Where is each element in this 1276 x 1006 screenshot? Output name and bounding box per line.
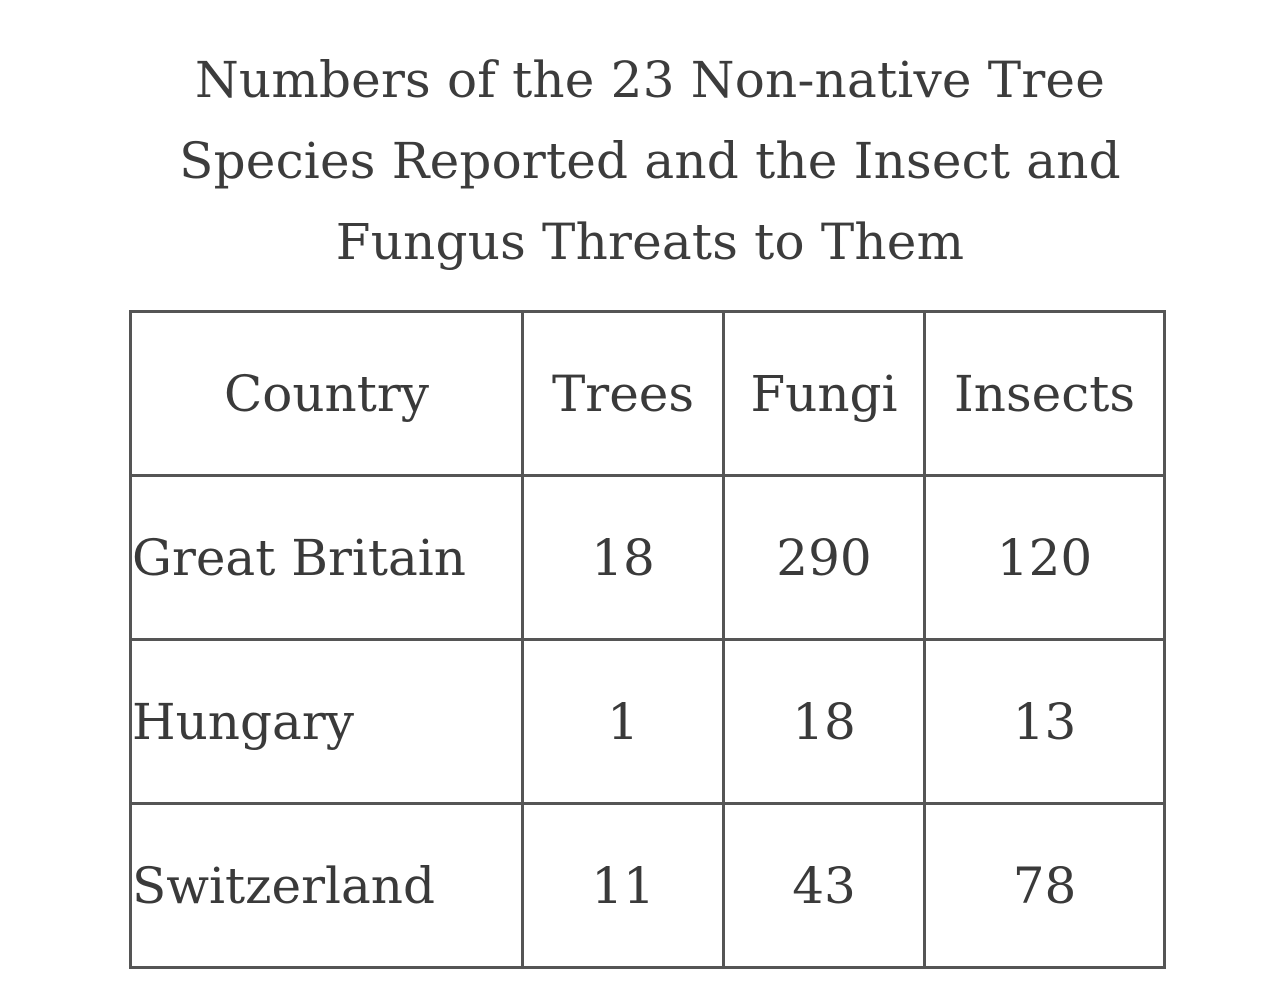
table-row: Great Britain 18 290 120: [129, 474, 1166, 641]
cell-fungi: 18: [722, 638, 926, 805]
table-row: Hungary 1 18 13: [129, 638, 1166, 805]
cell-trees: 11: [521, 802, 725, 969]
cell-fungi: 43: [722, 802, 926, 969]
cell-country: Great Britain: [129, 474, 524, 641]
cell-country: Switzerland: [129, 802, 524, 969]
column-header-fungi: Fungi: [722, 310, 926, 477]
cell-insects: 120: [923, 474, 1166, 641]
column-header-insects: Insects: [923, 310, 1166, 477]
table-title-line: Numbers of the 23 Non-native Tree: [194, 51, 1106, 109]
cell-insects: 13: [923, 638, 1166, 805]
cell-insects: 78: [923, 802, 1166, 969]
cell-trees: 1: [521, 638, 725, 805]
table-header-row: Country Trees Fungi Insects: [129, 310, 1166, 477]
cell-trees: 18: [521, 474, 725, 641]
data-table: Country Trees Fungi Insects Great Britai…: [129, 310, 1166, 969]
table-title-line: Fungus Threats to Them: [335, 213, 965, 271]
column-header-country: Country: [129, 310, 524, 477]
table-title-line: Species Reported and the Insect and: [179, 132, 1121, 190]
column-header-trees: Trees: [521, 310, 725, 477]
table-row: Switzerland 11 43 78: [129, 802, 1166, 969]
cell-country: Hungary: [129, 638, 524, 805]
table-title: Numbers of the 23 Non-native Tree Specie…: [150, 40, 1150, 283]
cell-fungi: 290: [722, 474, 926, 641]
